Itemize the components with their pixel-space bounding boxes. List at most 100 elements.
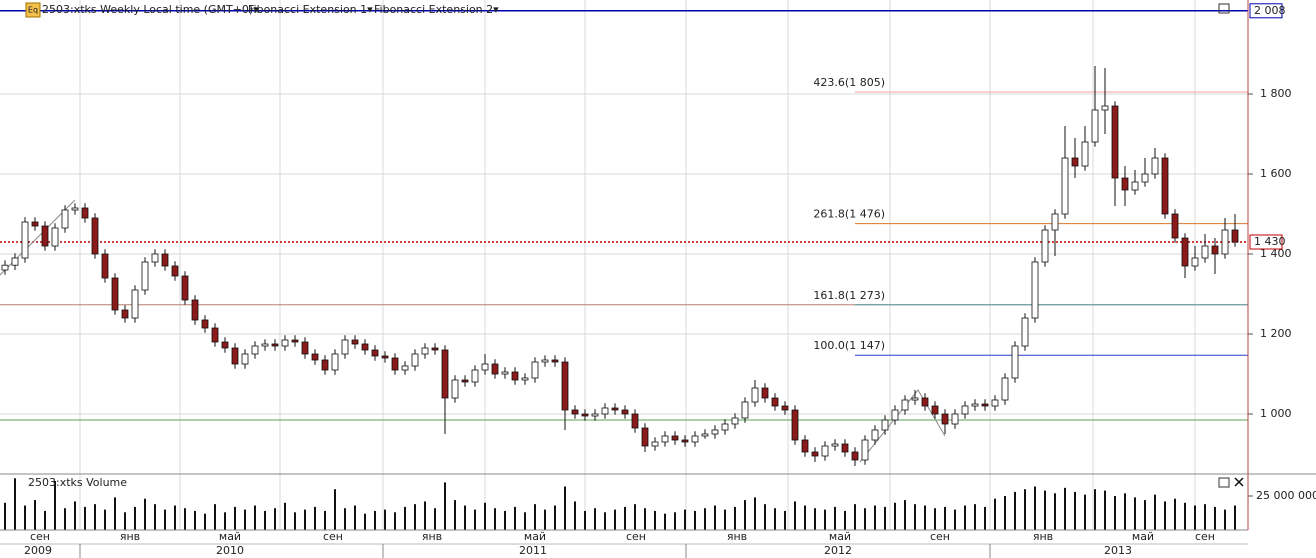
volume-bar [434, 508, 436, 530]
candle-body [621, 409, 629, 415]
candle-body [391, 357, 399, 371]
volume-bar [584, 510, 586, 530]
candle-body [1001, 377, 1009, 401]
volume-bar [544, 509, 546, 530]
volume-bar [804, 505, 806, 530]
volume-bar [1184, 502, 1186, 530]
candle-body [461, 379, 469, 383]
candle-body [1191, 257, 1199, 267]
close-button[interactable] [1234, 477, 1244, 487]
candle-body [1101, 105, 1109, 111]
candle-body [251, 345, 259, 355]
candle-body [681, 439, 689, 443]
candle-body [111, 277, 119, 311]
candle-body [891, 409, 899, 421]
volume-bar [314, 506, 316, 530]
candle-body [871, 429, 879, 441]
volume-bar [1044, 490, 1046, 530]
maximize-button[interactable] [1218, 3, 1230, 14]
volume-bar [634, 504, 636, 530]
volume-bar [464, 505, 466, 530]
volume-bar [814, 508, 816, 530]
candle-body [1021, 317, 1029, 347]
volume-bar [754, 497, 756, 530]
volume-bar [914, 504, 916, 530]
candle-body [241, 353, 249, 365]
price-label: 2 008 [1254, 4, 1286, 17]
month-label: янв [120, 530, 140, 543]
volume-bar [774, 508, 776, 530]
volume-bar [1194, 505, 1196, 530]
volume-bar [84, 506, 86, 530]
candle-body [901, 399, 909, 411]
candle-body [1131, 181, 1139, 191]
volume-bar [594, 508, 596, 530]
header-label[interactable]: Fibonacci Extension 2▾ [374, 3, 499, 16]
volume-bar [274, 508, 276, 530]
volume-bar [894, 502, 896, 530]
candle-body [221, 341, 229, 349]
candle-body [261, 343, 269, 347]
volume-bar [1074, 491, 1076, 530]
volume-bar [194, 510, 196, 530]
volume-bar [844, 510, 846, 530]
volume-bar [944, 506, 946, 530]
candle-body [1201, 245, 1209, 259]
candle-body [651, 441, 659, 447]
candle-body [771, 397, 779, 407]
header-label[interactable]: Fibonacci Extension 1▾ [248, 3, 373, 16]
volume-bar [444, 482, 446, 530]
candle-body [931, 405, 939, 415]
candle-body [311, 353, 319, 361]
year-label: 2012 [824, 544, 852, 557]
candle-body [661, 435, 669, 443]
candle-body [781, 405, 789, 411]
candle-body [721, 423, 729, 431]
volume-bar [554, 505, 556, 530]
candle-body [121, 309, 129, 319]
volume-bar [214, 504, 216, 530]
candle-body [501, 371, 509, 375]
maximize-button[interactable] [1218, 477, 1230, 488]
candle-body [231, 347, 239, 365]
volume-bar [1034, 486, 1036, 530]
candle-body [561, 361, 569, 411]
candle-body [1081, 141, 1089, 167]
volume-bar [674, 512, 676, 530]
volume-bar [304, 509, 306, 530]
volume-bar [1164, 501, 1166, 530]
header-label[interactable]: 2503:xtks Weekly Local time (GMT+0)▾ [42, 3, 259, 16]
volume-bar [1204, 504, 1206, 530]
volume-bar [1024, 489, 1026, 530]
overlay: 1 000 1 200 1 400 1 600 1 800 2503:xtks Weekl… [24, 3, 1316, 558]
candle-body [81, 207, 89, 219]
volume-bar [134, 506, 136, 530]
candle-body [1121, 177, 1129, 191]
volume-bar [744, 500, 746, 530]
fib-level-label: 261.8(1 476) [813, 208, 885, 221]
candle-body [851, 451, 859, 461]
candle-body [761, 387, 769, 399]
app-icon[interactable] [25, 2, 41, 18]
candle-body [151, 253, 159, 263]
volume-bar [1114, 495, 1116, 530]
volume-bar [284, 502, 286, 530]
volume-bar [354, 505, 356, 530]
candle-body [141, 261, 149, 291]
month-label: сен [30, 530, 50, 543]
volume-bar [164, 509, 166, 530]
candle-body [1051, 213, 1059, 231]
volume-bar [1084, 494, 1086, 530]
volume-tick-label: 25 000 000 [1256, 489, 1316, 502]
candle-body [811, 451, 819, 457]
candle-body [31, 221, 39, 227]
grid [0, 0, 1248, 530]
volume-bar [24, 505, 26, 530]
candle-body [11, 257, 19, 266]
volume-bar [14, 478, 16, 530]
volume-title: 2503:xtks Volume [28, 476, 127, 489]
candle-body [291, 339, 299, 343]
candle-body [571, 409, 579, 415]
candle-body [481, 363, 489, 371]
volume-bar [1124, 493, 1126, 530]
